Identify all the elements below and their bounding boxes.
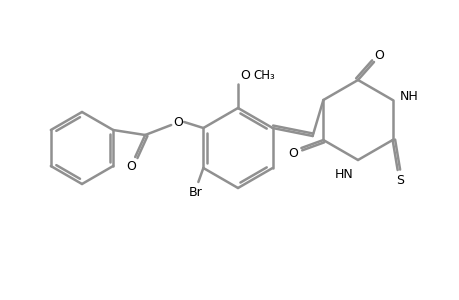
Text: S: S — [395, 173, 403, 187]
Text: HN: HN — [334, 167, 353, 181]
Text: O: O — [126, 160, 136, 172]
Text: O: O — [373, 49, 383, 62]
Text: CH₃: CH₃ — [252, 68, 274, 82]
Text: Br: Br — [188, 187, 202, 200]
Text: O: O — [173, 116, 183, 128]
Text: O: O — [240, 68, 249, 82]
Text: NH: NH — [398, 89, 417, 103]
Text: O: O — [288, 146, 297, 160]
